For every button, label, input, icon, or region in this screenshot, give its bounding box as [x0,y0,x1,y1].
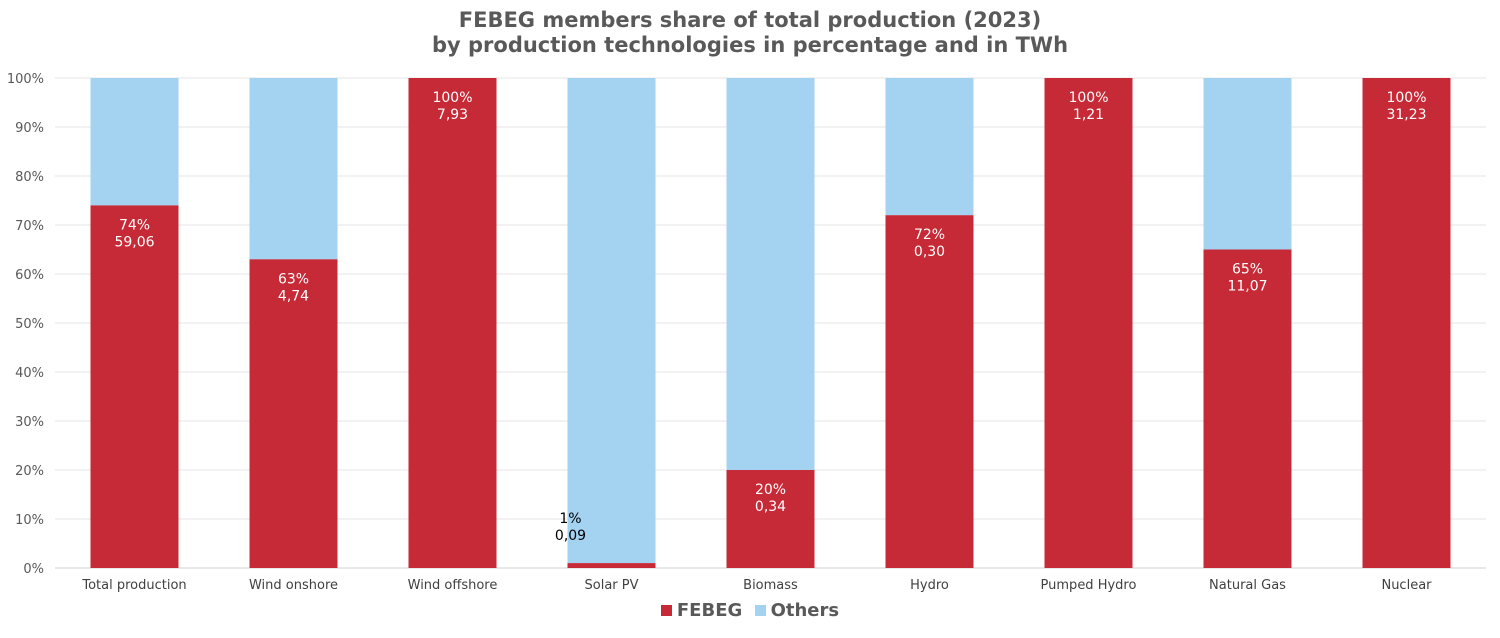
bar-others [1203,78,1292,250]
y-tick-label: 100% [7,72,44,87]
data-label-twh: 0,09 [555,528,586,544]
bar-others [726,78,815,470]
data-label-percent: 100% [1386,90,1426,106]
y-tick-label: 60% [15,268,44,283]
y-tick-label: 40% [15,366,44,381]
chart-title-line-1: FEBEG members share of total production … [458,8,1042,32]
data-label-percent: 20% [755,482,786,498]
bar-febeg [567,563,656,568]
x-tick-label: Nuclear [1381,578,1432,593]
bar-febeg [1362,78,1451,568]
data-label-percent: 65% [1232,262,1263,278]
y-axis: 0% 10% 20% 30% 40% 50% 60% 70% 80% 90% 100% [7,72,44,577]
data-label-twh: 11,07 [1227,279,1267,295]
legend-label-febeg: FEBEG [676,600,743,621]
data-label-percent: 63% [278,271,309,287]
y-tick-label: 50% [15,317,44,332]
legend: FEBEG Others [0,600,1500,621]
data-label-twh: 4,74 [278,288,309,304]
x-tick-label: Total production [81,578,186,593]
data-label-twh: 59,06 [114,234,154,250]
x-tick-label: Wind offshore [408,578,498,593]
x-tick-label: Hydro [910,578,949,593]
legend-swatch-febeg [660,605,672,616]
y-tick-label: 0% [23,562,44,577]
bar-febeg [726,470,815,568]
x-tick-label: Pumped Hydro [1041,578,1137,593]
bar-febeg [885,215,974,568]
stacked-bar-chart: 0% 10% 20% 30% 40% 50% 60% 70% 80% 90% 100% 74%59,… [7,72,1486,593]
y-tick-label: 70% [15,219,44,234]
chart-title: FEBEG members share of total production … [0,8,1500,58]
data-label-percent: 100% [432,90,472,106]
y-tick-label: 10% [15,513,44,528]
bar-febeg [249,259,338,568]
bars [90,78,1451,568]
bar-febeg [90,205,179,568]
data-label-twh: 1,21 [1073,107,1104,123]
bar-others [249,78,338,260]
x-axis: Total production Wind onshore Wind offshor… [81,578,1432,593]
legend-swatch-others [754,605,766,616]
data-label-twh: 0,34 [755,499,786,515]
y-tick-label: 30% [15,415,44,430]
data-labels: 74%59,0663%4,74100%7,931%0,0920%0,3472%0… [114,90,1426,544]
x-tick-label: Natural Gas [1209,578,1286,593]
bar-febeg [408,78,497,568]
legend-item-others[interactable]: Others [754,600,840,621]
bar-others [567,78,656,564]
data-label-percent: 100% [1068,90,1108,106]
legend-label-others: Others [770,600,840,621]
x-tick-label: Biomass [743,578,798,593]
data-label-percent: 74% [119,217,150,233]
data-label-percent: 72% [914,227,945,243]
y-tick-label: 90% [15,121,44,136]
x-tick-label: Solar PV [585,578,639,593]
data-label-twh: 7,93 [437,107,468,123]
data-label-percent: 1% [559,511,581,527]
data-label-twh: 31,23 [1386,107,1426,123]
x-tick-label: Wind onshore [249,578,338,593]
bar-febeg [1203,249,1292,568]
bar-others [90,78,179,206]
legend-item-febeg[interactable]: FEBEG [660,600,743,621]
chart-title-line-2: by production technologies in percentage… [431,33,1069,57]
bar-febeg [1044,78,1133,568]
y-tick-label: 20% [15,464,44,479]
data-label-twh: 0,30 [914,244,945,260]
y-tick-label: 80% [15,170,44,185]
bar-others [885,78,974,216]
